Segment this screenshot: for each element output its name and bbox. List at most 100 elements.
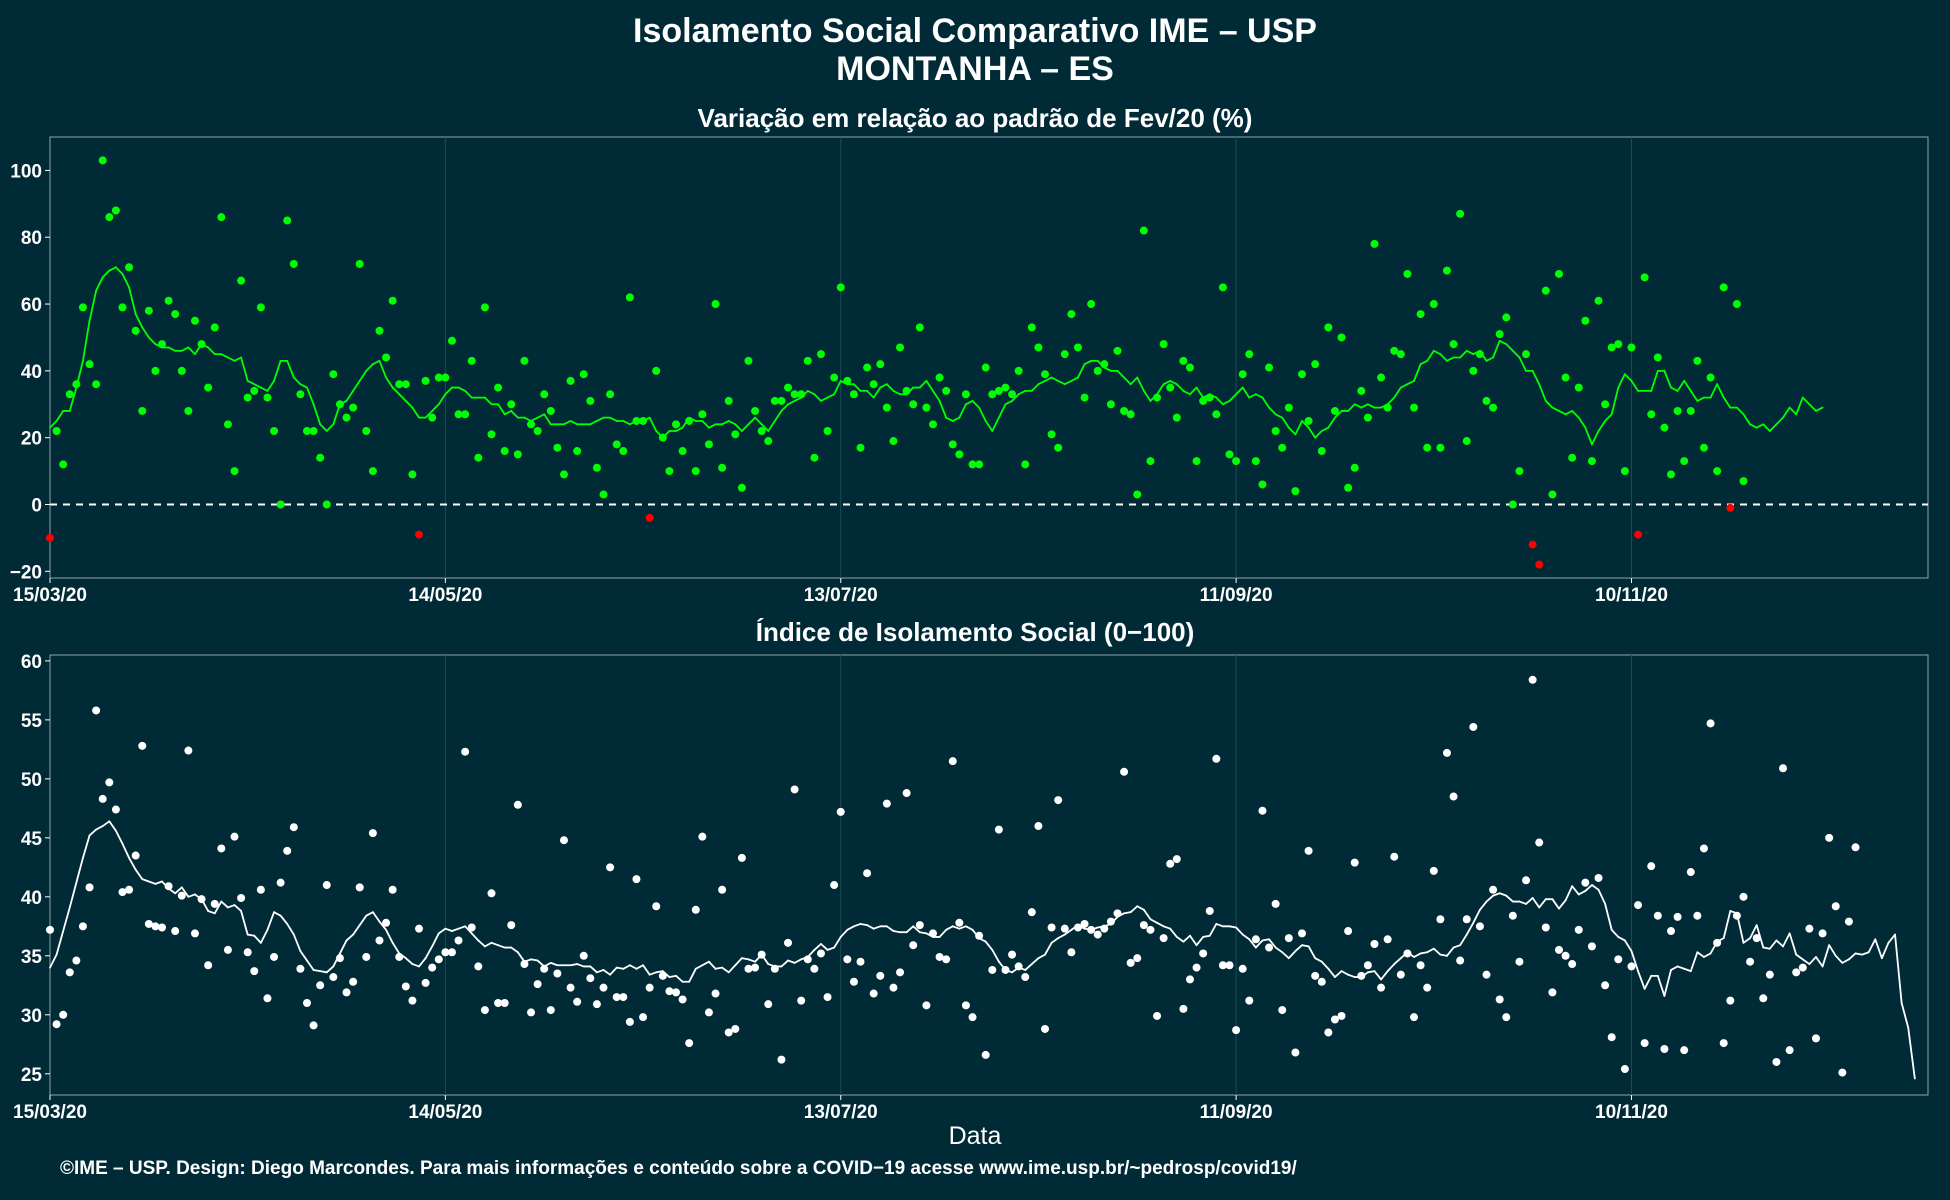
variation-data-point [428,413,437,422]
variation-data-point [1640,273,1649,282]
variation-data-point [546,406,555,415]
variation-data-point [210,323,219,332]
variation-trend-segment [938,400,948,419]
index-trend-segment [1241,933,1251,941]
index-trend-segment [1637,970,1646,990]
variation-trend-segment [1314,430,1323,439]
variation-data-point [1594,296,1603,305]
variation-trend-segment [1301,420,1310,429]
variation-trend-segment [1320,426,1330,432]
index-trend-segment [510,946,519,954]
variation-data-point [632,416,641,425]
variation-trend-segment [1755,423,1765,429]
variation-trend-segment [365,363,374,372]
index-data-point [744,964,753,973]
variation-y-tick-label: 40 [21,362,42,383]
index-data-point [1093,930,1102,939]
variation-data-point [784,383,793,392]
variation-trend-segment [411,406,420,419]
index-trend-segment [965,925,974,931]
variation-trend-segment [760,423,770,432]
variation-data-point [619,447,628,456]
variation-trend-segment [1366,403,1376,409]
variation-trend-segment [622,420,631,426]
index-data-point [1330,1015,1339,1024]
index-trend-segment [1050,937,1060,944]
variation-data-point [1172,413,1181,422]
variation-trend-segment [1683,379,1692,392]
variation-data-point [527,420,536,429]
index-trend-segment [596,969,605,974]
variation-trend-segment [1281,416,1290,429]
variation-trend-segment [932,390,941,402]
variation-trend-segment [1446,356,1455,362]
variation-data-point [1199,396,1208,405]
index-trend-segment [846,925,855,931]
index-trend-segment [1525,897,1534,905]
index-data-point [1192,963,1201,972]
variation-trend-segment [1775,416,1784,426]
variation-trend-segment [68,386,78,412]
index-trend-segment [1854,952,1864,956]
variation-data-point [256,303,265,312]
variation-data-point [329,370,338,379]
variation-data-point [1245,350,1254,359]
index-trend-segment [1037,953,1046,960]
variation-data-point [625,293,634,302]
variation-trend-segment [1030,383,1040,392]
variation-trend-segment [523,416,532,422]
index-trend-segment [1551,898,1560,910]
variation-y-tick-label: 100 [10,161,42,182]
variation-trend-segment [325,423,335,432]
variation-data-point [889,437,898,446]
index-data-point [1106,917,1115,926]
variation-trend-segment [398,393,407,402]
index-trend-segment [1149,918,1158,924]
index-data-point [1686,868,1695,877]
index-data-point [1805,924,1814,933]
variation-trend-segment [1063,379,1073,386]
index-data-point [190,929,199,938]
variation-data-point [1067,310,1076,319]
index-data-point [1818,929,1827,938]
index-data-point [1245,996,1254,1005]
variation-data-point [1693,356,1702,365]
variation-data-point [1146,457,1155,466]
variation-trend-segment [721,420,730,426]
index-data-point [1350,858,1359,867]
index-data-point [1159,934,1168,943]
variation-data-point [737,483,746,492]
variation-data-point [250,386,259,395]
index-data-point [520,960,529,969]
index-trend-segment [286,923,295,936]
variation-data-point [1087,300,1096,309]
variation-data-point [1456,209,1465,218]
index-data-point [757,950,766,959]
variation-trend-segment [648,416,658,432]
index-trend-segment [945,925,954,931]
variation-data-point [296,390,305,399]
index-trend-segment [1268,938,1277,949]
variation-trend-segment [1709,383,1719,399]
variation-trend-segment [180,346,190,352]
variation-data-point [606,390,615,399]
variation-data-point [1634,530,1643,539]
variation-trend-segment [793,396,803,402]
variation-data-point [65,390,74,399]
variation-data-point [487,430,496,439]
variation-y-tick-label: 60 [21,295,42,316]
index-trend-segment [444,927,453,932]
variation-data-point [1159,340,1168,349]
index-trend-segment [1347,973,1356,978]
index-data-point [1535,838,1544,847]
variation-trend-segment [1492,339,1501,359]
index-data-point [586,974,595,983]
variation-trend-segment [1334,410,1343,419]
variation-data-point [579,370,588,379]
index-trend-segment [694,964,704,970]
variation-trend-segment [780,403,789,412]
index-data-point [592,1000,601,1009]
variation-trend-segment [1406,379,1415,386]
variation-trend-segment [991,416,1000,432]
index-trend-segment [1195,936,1205,947]
